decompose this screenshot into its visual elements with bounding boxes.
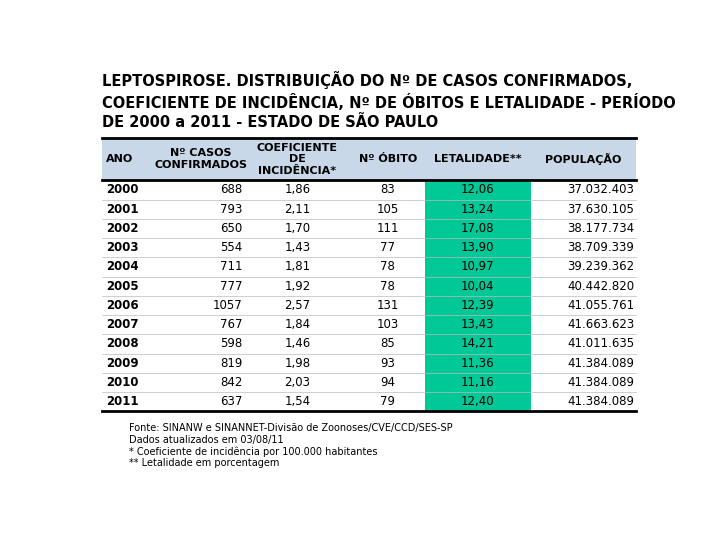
Text: 842: 842 xyxy=(220,376,243,389)
Text: 777: 777 xyxy=(220,280,243,293)
Text: 79: 79 xyxy=(380,395,395,408)
Text: 1,98: 1,98 xyxy=(284,357,310,370)
Text: 598: 598 xyxy=(220,338,243,350)
Text: 41.011.635: 41.011.635 xyxy=(567,338,634,350)
Text: 93: 93 xyxy=(380,357,395,370)
Text: 12,06: 12,06 xyxy=(461,184,495,197)
Text: Nº CASOS
CONFIRMADOS: Nº CASOS CONFIRMADOS xyxy=(155,148,248,170)
Text: 2006: 2006 xyxy=(106,299,139,312)
Bar xyxy=(425,354,531,373)
Text: 1,84: 1,84 xyxy=(284,318,310,331)
Text: POPULAÇÃO: POPULAÇÃO xyxy=(545,153,621,165)
Text: 38.709.339: 38.709.339 xyxy=(567,241,634,254)
Text: 2007: 2007 xyxy=(106,318,138,331)
Bar xyxy=(425,257,531,276)
Text: 131: 131 xyxy=(377,299,399,312)
Bar xyxy=(425,392,531,411)
Text: 38.177.734: 38.177.734 xyxy=(567,222,634,235)
Text: COEFICIENTE
DE
INCIDÊNCIA*: COEFICIENTE DE INCIDÊNCIA* xyxy=(257,143,338,176)
Text: 1,43: 1,43 xyxy=(284,241,310,254)
Text: 94: 94 xyxy=(380,376,395,389)
Text: 1057: 1057 xyxy=(212,299,243,312)
Text: 2,57: 2,57 xyxy=(284,299,310,312)
Text: 14,21: 14,21 xyxy=(461,338,495,350)
Text: 10,04: 10,04 xyxy=(461,280,495,293)
Text: LETALIDADE**: LETALIDADE** xyxy=(434,154,521,164)
Text: 2000: 2000 xyxy=(106,184,138,197)
Text: 2011: 2011 xyxy=(106,395,138,408)
Text: 1,81: 1,81 xyxy=(284,260,310,273)
Text: 39.239.362: 39.239.362 xyxy=(567,260,634,273)
Text: 12,39: 12,39 xyxy=(461,299,495,312)
Text: Fonte: SINANW e SINANNET-Divisão de Zoonoses/CVE/CCD/SES-SP: Fonte: SINANW e SINANNET-Divisão de Zoon… xyxy=(129,423,453,433)
Text: 40.442.820: 40.442.820 xyxy=(567,280,634,293)
Text: 2002: 2002 xyxy=(106,222,138,235)
Bar xyxy=(425,315,531,334)
Text: 41.663.623: 41.663.623 xyxy=(567,318,634,331)
Bar xyxy=(425,334,531,354)
Text: 85: 85 xyxy=(380,338,395,350)
Bar xyxy=(425,180,531,200)
Text: * Coeficiente de incidência por 100.000 habitantes: * Coeficiente de incidência por 100.000 … xyxy=(129,447,377,457)
Text: 819: 819 xyxy=(220,357,243,370)
Text: 37.032.403: 37.032.403 xyxy=(567,184,634,197)
Text: Nº ÓBITO: Nº ÓBITO xyxy=(359,154,417,164)
Bar xyxy=(425,200,531,219)
Text: 1,46: 1,46 xyxy=(284,338,310,350)
Text: 711: 711 xyxy=(220,260,243,273)
Bar xyxy=(425,296,531,315)
Text: 10,97: 10,97 xyxy=(461,260,495,273)
Text: LEPTOSPIROSE. DISTRIBUIÇÃO DO Nº DE CASOS CONFIRMADOS,
COEFICIENTE DE INCIDÊNCIA: LEPTOSPIROSE. DISTRIBUIÇÃO DO Nº DE CASO… xyxy=(102,71,675,130)
Text: 12,40: 12,40 xyxy=(461,395,495,408)
Text: 637: 637 xyxy=(220,395,243,408)
Text: 2008: 2008 xyxy=(106,338,139,350)
Text: 83: 83 xyxy=(380,184,395,197)
Text: 13,90: 13,90 xyxy=(461,241,495,254)
Text: 2005: 2005 xyxy=(106,280,139,293)
Text: 1,92: 1,92 xyxy=(284,280,310,293)
Text: 2,11: 2,11 xyxy=(284,202,310,215)
Text: 2010: 2010 xyxy=(106,376,138,389)
Text: 1,86: 1,86 xyxy=(284,184,310,197)
Text: 2001: 2001 xyxy=(106,202,138,215)
Text: 2009: 2009 xyxy=(106,357,139,370)
Text: ANO: ANO xyxy=(106,154,133,164)
Text: ** Letalidade em porcentagem: ** Letalidade em porcentagem xyxy=(129,458,279,468)
Text: 78: 78 xyxy=(380,260,395,273)
Text: 41.384.089: 41.384.089 xyxy=(567,395,634,408)
Bar xyxy=(425,276,531,296)
Text: 767: 767 xyxy=(220,318,243,331)
Text: 688: 688 xyxy=(220,184,243,197)
Text: 793: 793 xyxy=(220,202,243,215)
Text: 2003: 2003 xyxy=(106,241,138,254)
Text: Dados atualizados em 03/08/11: Dados atualizados em 03/08/11 xyxy=(129,435,284,444)
Text: 41.055.761: 41.055.761 xyxy=(567,299,634,312)
Text: 78: 78 xyxy=(380,280,395,293)
Text: 11,36: 11,36 xyxy=(461,357,495,370)
Text: 2,03: 2,03 xyxy=(284,376,310,389)
Text: 650: 650 xyxy=(220,222,243,235)
Text: 41.384.089: 41.384.089 xyxy=(567,357,634,370)
Text: 2004: 2004 xyxy=(106,260,139,273)
Text: 105: 105 xyxy=(377,202,399,215)
Text: 111: 111 xyxy=(377,222,399,235)
Text: 103: 103 xyxy=(377,318,399,331)
Bar xyxy=(425,373,531,392)
Text: 1,70: 1,70 xyxy=(284,222,310,235)
Bar xyxy=(425,238,531,257)
Text: 13,24: 13,24 xyxy=(461,202,495,215)
Text: 37.630.105: 37.630.105 xyxy=(567,202,634,215)
Text: 13,43: 13,43 xyxy=(461,318,495,331)
Bar xyxy=(425,219,531,238)
Text: 554: 554 xyxy=(220,241,243,254)
Text: 11,16: 11,16 xyxy=(461,376,495,389)
Text: 77: 77 xyxy=(380,241,395,254)
Text: 17,08: 17,08 xyxy=(461,222,495,235)
Text: 1,54: 1,54 xyxy=(284,395,310,408)
Text: 41.384.089: 41.384.089 xyxy=(567,376,634,389)
